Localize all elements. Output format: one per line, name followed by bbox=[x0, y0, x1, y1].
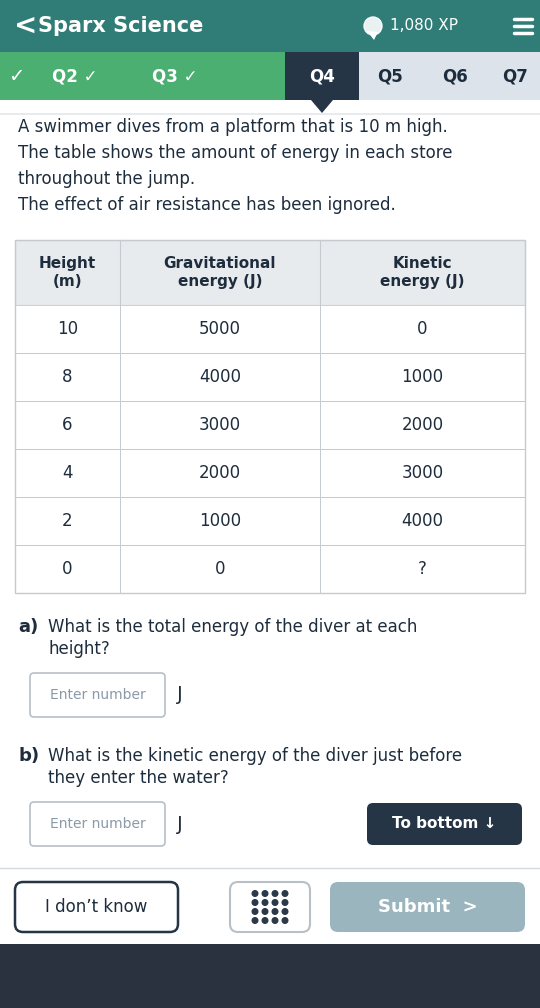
Text: b): b) bbox=[18, 747, 39, 765]
Circle shape bbox=[262, 900, 268, 905]
Circle shape bbox=[282, 891, 288, 896]
Text: Sparx Science: Sparx Science bbox=[38, 16, 204, 36]
Text: Q3 ✓: Q3 ✓ bbox=[152, 67, 198, 85]
Text: 8: 8 bbox=[62, 368, 73, 386]
Text: J: J bbox=[177, 685, 183, 705]
Text: To bottom ↓: To bottom ↓ bbox=[393, 816, 497, 832]
Text: Q7: Q7 bbox=[502, 67, 528, 85]
Circle shape bbox=[262, 917, 268, 923]
FancyBboxPatch shape bbox=[30, 802, 165, 846]
Text: height?: height? bbox=[48, 640, 110, 658]
Bar bbox=[15, 240, 525, 593]
Text: Height
(m): Height (m) bbox=[39, 256, 96, 288]
Circle shape bbox=[252, 900, 258, 905]
Text: Enter number: Enter number bbox=[50, 688, 145, 702]
Text: 1000: 1000 bbox=[199, 512, 241, 530]
Text: they enter the water?: they enter the water? bbox=[48, 769, 229, 787]
Text: 2000: 2000 bbox=[199, 464, 241, 482]
Text: 0: 0 bbox=[215, 560, 225, 578]
Text: Q2 ✓: Q2 ✓ bbox=[52, 67, 98, 85]
Polygon shape bbox=[367, 31, 378, 40]
Circle shape bbox=[252, 917, 258, 923]
FancyBboxPatch shape bbox=[367, 803, 522, 845]
Polygon shape bbox=[311, 100, 333, 113]
Text: ✓: ✓ bbox=[8, 67, 24, 86]
Text: 5000: 5000 bbox=[199, 320, 241, 338]
Text: The effect of air resistance has been ignored.: The effect of air resistance has been ig… bbox=[18, 196, 396, 214]
Text: 4: 4 bbox=[62, 464, 73, 482]
FancyBboxPatch shape bbox=[230, 882, 310, 932]
FancyBboxPatch shape bbox=[30, 673, 165, 717]
FancyBboxPatch shape bbox=[15, 882, 178, 932]
Text: 4000: 4000 bbox=[402, 512, 443, 530]
Bar bbox=[15, 449, 525, 497]
Text: 1,080 XP: 1,080 XP bbox=[390, 18, 458, 33]
Bar bbox=[15, 240, 525, 305]
Text: 6: 6 bbox=[62, 416, 73, 434]
Text: Q5: Q5 bbox=[377, 67, 403, 85]
Text: 3000: 3000 bbox=[199, 416, 241, 434]
Bar bbox=[285, 52, 359, 100]
Text: Enter number: Enter number bbox=[50, 817, 145, 831]
Circle shape bbox=[364, 17, 382, 35]
Circle shape bbox=[272, 917, 278, 923]
Bar bbox=[15, 353, 525, 401]
Bar bbox=[15, 497, 525, 545]
Text: 3000: 3000 bbox=[401, 464, 443, 482]
Circle shape bbox=[282, 908, 288, 914]
Text: What is the total energy of the diver at each: What is the total energy of the diver at… bbox=[48, 618, 417, 636]
Bar bbox=[0, 0, 540, 52]
Bar bbox=[0, 113, 540, 115]
Text: Q6: Q6 bbox=[442, 67, 468, 85]
Text: 10: 10 bbox=[57, 320, 78, 338]
Circle shape bbox=[262, 891, 268, 896]
Text: Gravitational
energy (J): Gravitational energy (J) bbox=[164, 256, 276, 288]
Text: a): a) bbox=[18, 618, 38, 636]
Circle shape bbox=[282, 917, 288, 923]
Text: Submit  >: Submit > bbox=[377, 898, 477, 916]
Bar bbox=[15, 545, 525, 593]
Bar bbox=[0, 944, 540, 1008]
Circle shape bbox=[252, 891, 258, 896]
Text: J: J bbox=[177, 814, 183, 834]
Bar bbox=[15, 305, 525, 353]
Text: I don’t know: I don’t know bbox=[45, 898, 147, 916]
Text: throughout the jump.: throughout the jump. bbox=[18, 170, 195, 188]
Bar bbox=[15, 401, 525, 449]
Circle shape bbox=[262, 908, 268, 914]
Text: 2000: 2000 bbox=[401, 416, 443, 434]
Circle shape bbox=[282, 900, 288, 905]
Text: Kinetic
energy (J): Kinetic energy (J) bbox=[380, 256, 465, 288]
Text: ?: ? bbox=[418, 560, 427, 578]
Circle shape bbox=[272, 891, 278, 896]
Text: The table shows the amount of energy in each store: The table shows the amount of energy in … bbox=[18, 144, 453, 162]
Circle shape bbox=[252, 908, 258, 914]
FancyBboxPatch shape bbox=[330, 882, 525, 932]
Text: A swimmer dives from a platform that is 10 m high.: A swimmer dives from a platform that is … bbox=[18, 118, 448, 136]
Bar bbox=[285, 52, 540, 100]
Bar bbox=[0, 52, 285, 100]
Text: Q4: Q4 bbox=[309, 67, 335, 85]
Circle shape bbox=[272, 900, 278, 905]
Text: 0: 0 bbox=[417, 320, 428, 338]
Text: <: < bbox=[14, 12, 37, 40]
Text: 0: 0 bbox=[62, 560, 73, 578]
Text: 1000: 1000 bbox=[401, 368, 443, 386]
Text: 2: 2 bbox=[62, 512, 73, 530]
Text: What is the kinetic energy of the diver just before: What is the kinetic energy of the diver … bbox=[48, 747, 462, 765]
Circle shape bbox=[272, 908, 278, 914]
Text: 4000: 4000 bbox=[199, 368, 241, 386]
